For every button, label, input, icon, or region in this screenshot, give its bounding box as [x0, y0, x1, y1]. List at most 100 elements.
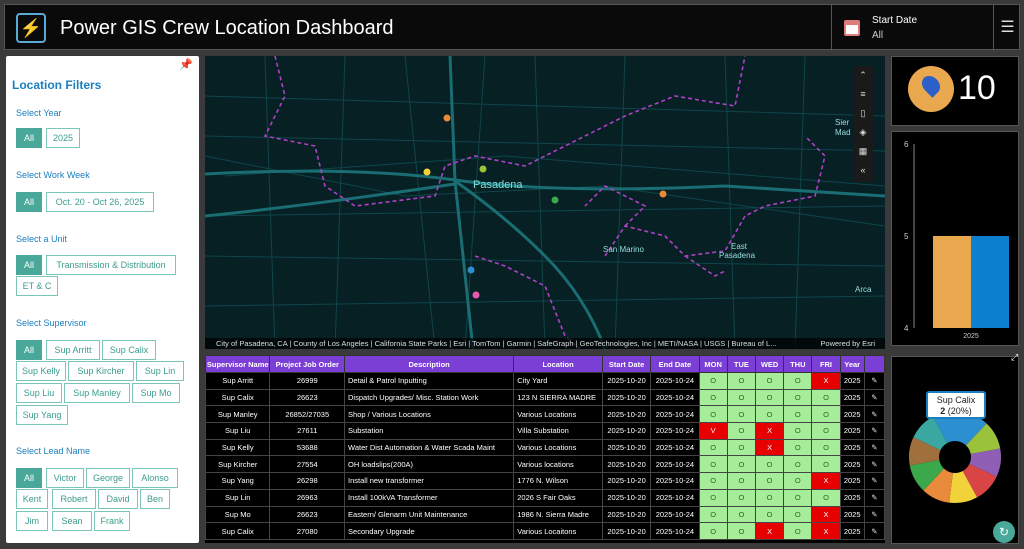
col-thu[interactable]: THU: [783, 355, 813, 373]
crew-marker[interactable]: [551, 196, 559, 204]
table-row[interactable]: Sup Calix 27080 Secondary Upgrade Various L…: [204, 522, 886, 540]
crew-schedule-table: Supervisor Name Project Job Order Descri…: [204, 355, 886, 543]
lead-chip-all[interactable]: All: [16, 468, 42, 488]
lead-chip-david[interactable]: David: [98, 489, 138, 509]
crew-location-map[interactable]: Pasadena San Marino East Pasadena Sier M…: [205, 56, 885, 349]
col-year[interactable]: Year: [839, 355, 865, 373]
day-status-cell: X: [811, 372, 841, 390]
supervisor-chip-yang[interactable]: Sup Yang: [16, 405, 68, 425]
start-date-filter[interactable]: Start Date All: [831, 5, 993, 51]
supervisor-chip-all[interactable]: All: [16, 340, 42, 360]
donut-slice[interactable]: [932, 411, 987, 446]
refresh-icon[interactable]: ↻: [993, 521, 1015, 543]
bookmark-icon[interactable]: ▯: [860, 108, 866, 118]
donut-slice[interactable]: [949, 471, 978, 503]
hamburger-menu-icon[interactable]: ☰: [993, 5, 1021, 51]
table-row[interactable]: Sup Kircher 27554 OH loadslips(200A) Variou…: [204, 455, 886, 474]
lead-chip-kent[interactable]: Kent: [16, 489, 48, 509]
crew-marker[interactable]: [479, 165, 487, 173]
unit-chip-all[interactable]: All: [16, 255, 42, 275]
table-cell: 2025-10-20: [601, 472, 652, 490]
donut-slice[interactable]: [913, 416, 948, 451]
list-icon[interactable]: ≡: [860, 89, 866, 99]
lead-chip-george[interactable]: George: [86, 468, 130, 488]
edit-pencil-icon[interactable]: ✎: [863, 522, 886, 540]
supervisor-chip-calix[interactable]: Sup Calix: [102, 340, 156, 360]
lead-chip-ben[interactable]: Ben: [140, 489, 170, 509]
donut-slice[interactable]: [909, 459, 945, 491]
crew-marker[interactable]: [659, 190, 667, 198]
table-row[interactable]: Sup Lin 26963 Install 100kVA Transformer 20…: [204, 488, 886, 507]
col-location[interactable]: Location: [513, 355, 603, 373]
table-row[interactable]: Sup Manley 26852/27035 Shop / Various Loca…: [204, 405, 886, 424]
col-job-order[interactable]: Project Job Order: [269, 355, 346, 373]
table-cell: 27611: [269, 422, 346, 440]
supervisor-chip-mo[interactable]: Sup Mo: [132, 383, 180, 403]
year-chip-all[interactable]: All: [16, 128, 42, 148]
map-toolbar: ⌃ ≡ ▯ ◈ ▦ «: [853, 66, 873, 182]
pin-icon[interactable]: 📌: [179, 59, 193, 71]
col-wed[interactable]: WED: [754, 355, 785, 373]
edit-pencil-icon[interactable]: ✎: [863, 372, 886, 390]
donut-slice[interactable]: [969, 448, 1001, 477]
table-row[interactable]: Sup Kelly 53688 Water Dist Automation & Wa…: [204, 438, 886, 457]
edit-pencil-icon[interactable]: ✎: [863, 505, 886, 524]
donut-slice[interactable]: [923, 468, 953, 503]
powered-by-esri[interactable]: Powered by Esri: [820, 339, 875, 348]
unit-chip-transmission[interactable]: Transmission & Distribution: [46, 255, 176, 275]
table-row[interactable]: Sup Calix 26623 Dispatch Upgrades/ Misc. S…: [204, 388, 886, 407]
bar[interactable]: [971, 236, 1009, 328]
edit-pencil-icon[interactable]: ✎: [863, 405, 886, 424]
edit-pencil-icon[interactable]: ✎: [863, 388, 886, 407]
supervisor-chip-kelly[interactable]: Sup Kelly: [16, 361, 66, 381]
table-row[interactable]: Sup Mo 26623 Eastern/ Glenarm Unit Mainten…: [204, 505, 886, 524]
week-chip-oct20[interactable]: Oct. 20 - Oct 26, 2025: [46, 192, 154, 212]
edit-pencil-icon[interactable]: ✎: [863, 438, 886, 457]
table-row[interactable]: Sup Liu 27611 Substation Villa Substation 20…: [204, 422, 886, 440]
unit-chip-etc[interactable]: ET & C: [16, 276, 58, 296]
table-row[interactable]: Sup Arritt 26999 Detail & Patrol Inputting…: [204, 372, 886, 390]
edit-pencil-icon[interactable]: ✎: [863, 422, 886, 440]
chevron-up-icon[interactable]: ⌃: [859, 70, 867, 80]
donut-slice[interactable]: [965, 423, 1001, 455]
col-start-date[interactable]: Start Date: [601, 355, 652, 373]
donut-slice[interactable]: [909, 437, 941, 466]
bar[interactable]: [933, 236, 971, 328]
table-row[interactable]: Sup Yang 26298 Install new transformer 1776…: [204, 472, 886, 490]
table-cell: 2025-10-20: [601, 505, 652, 524]
qr-icon[interactable]: ▦: [858, 146, 868, 156]
edit-pencil-icon[interactable]: ✎: [863, 488, 886, 507]
lead-chip-victor[interactable]: Victor: [46, 468, 84, 488]
crew-marker[interactable]: [472, 291, 480, 299]
lead-chip-frank[interactable]: Frank: [94, 511, 130, 531]
col-description[interactable]: Description: [344, 355, 515, 373]
year-chip-2025[interactable]: 2025: [46, 128, 80, 148]
expand-icon[interactable]: ⤢: [1011, 352, 1019, 362]
supervisor-chip-liu[interactable]: Sup Liu: [16, 383, 62, 403]
donut-tooltip: Sup Calix 2 (20%): [926, 391, 986, 419]
lead-chip-alonso[interactable]: Alonso: [132, 468, 178, 488]
edit-pencil-icon[interactable]: ✎: [863, 472, 886, 490]
week-chip-all[interactable]: All: [16, 192, 42, 212]
lead-chip-sean[interactable]: Sean: [52, 511, 92, 531]
crew-marker[interactable]: [443, 114, 451, 122]
col-mon[interactable]: MON: [698, 355, 728, 373]
day-status-cell: O: [754, 505, 785, 524]
supervisor-chip-arritt[interactable]: Sup Arritt: [46, 340, 100, 360]
crew-marker[interactable]: [467, 266, 475, 274]
layers-icon[interactable]: ◈: [859, 127, 867, 137]
lead-chip-robert[interactable]: Robert: [52, 489, 96, 509]
table-cell: Sup Lin: [204, 488, 271, 507]
supervisor-chip-manley[interactable]: Sup Manley: [64, 383, 130, 403]
col-end-date[interactable]: End Date: [650, 355, 700, 373]
supervisor-chip-kircher[interactable]: Sup Kircher: [68, 361, 134, 381]
edit-pencil-icon[interactable]: ✎: [863, 455, 886, 474]
lead-chip-jim[interactable]: Jim: [16, 511, 48, 531]
collapse-icon[interactable]: «: [860, 165, 866, 175]
donut-slice[interactable]: [962, 463, 997, 498]
supervisor-chip-lin[interactable]: Sup Lin: [136, 361, 184, 381]
col-fri[interactable]: FRI: [811, 355, 841, 373]
col-supervisor[interactable]: Supervisor Name: [204, 355, 271, 373]
crew-marker[interactable]: [423, 168, 431, 176]
col-tue[interactable]: TUE: [726, 355, 756, 373]
